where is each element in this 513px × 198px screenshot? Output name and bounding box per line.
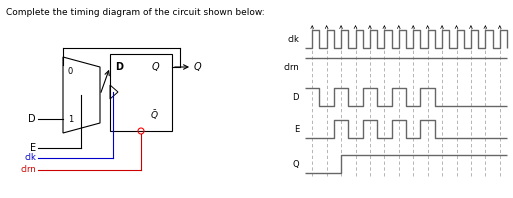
Text: D: D [292, 92, 299, 102]
Text: clrn: clrn [20, 166, 36, 174]
Text: clrn: clrn [283, 63, 299, 71]
Text: Complete the timing diagram of the circuit shown below:: Complete the timing diagram of the circu… [6, 8, 264, 17]
Text: Q: Q [194, 62, 202, 72]
Text: Q: Q [152, 62, 160, 72]
Text: clk: clk [24, 153, 36, 163]
Text: clk: clk [287, 34, 299, 44]
Text: Q: Q [292, 160, 299, 168]
Text: D: D [115, 62, 123, 72]
Text: E: E [294, 125, 299, 133]
Text: E: E [30, 143, 36, 153]
Text: 0: 0 [68, 67, 73, 75]
Text: 1: 1 [68, 114, 73, 124]
Bar [110, 54, 172, 131]
Text: $\bar{Q}$: $\bar{Q}$ [150, 108, 159, 122]
Text: D: D [28, 114, 36, 124]
